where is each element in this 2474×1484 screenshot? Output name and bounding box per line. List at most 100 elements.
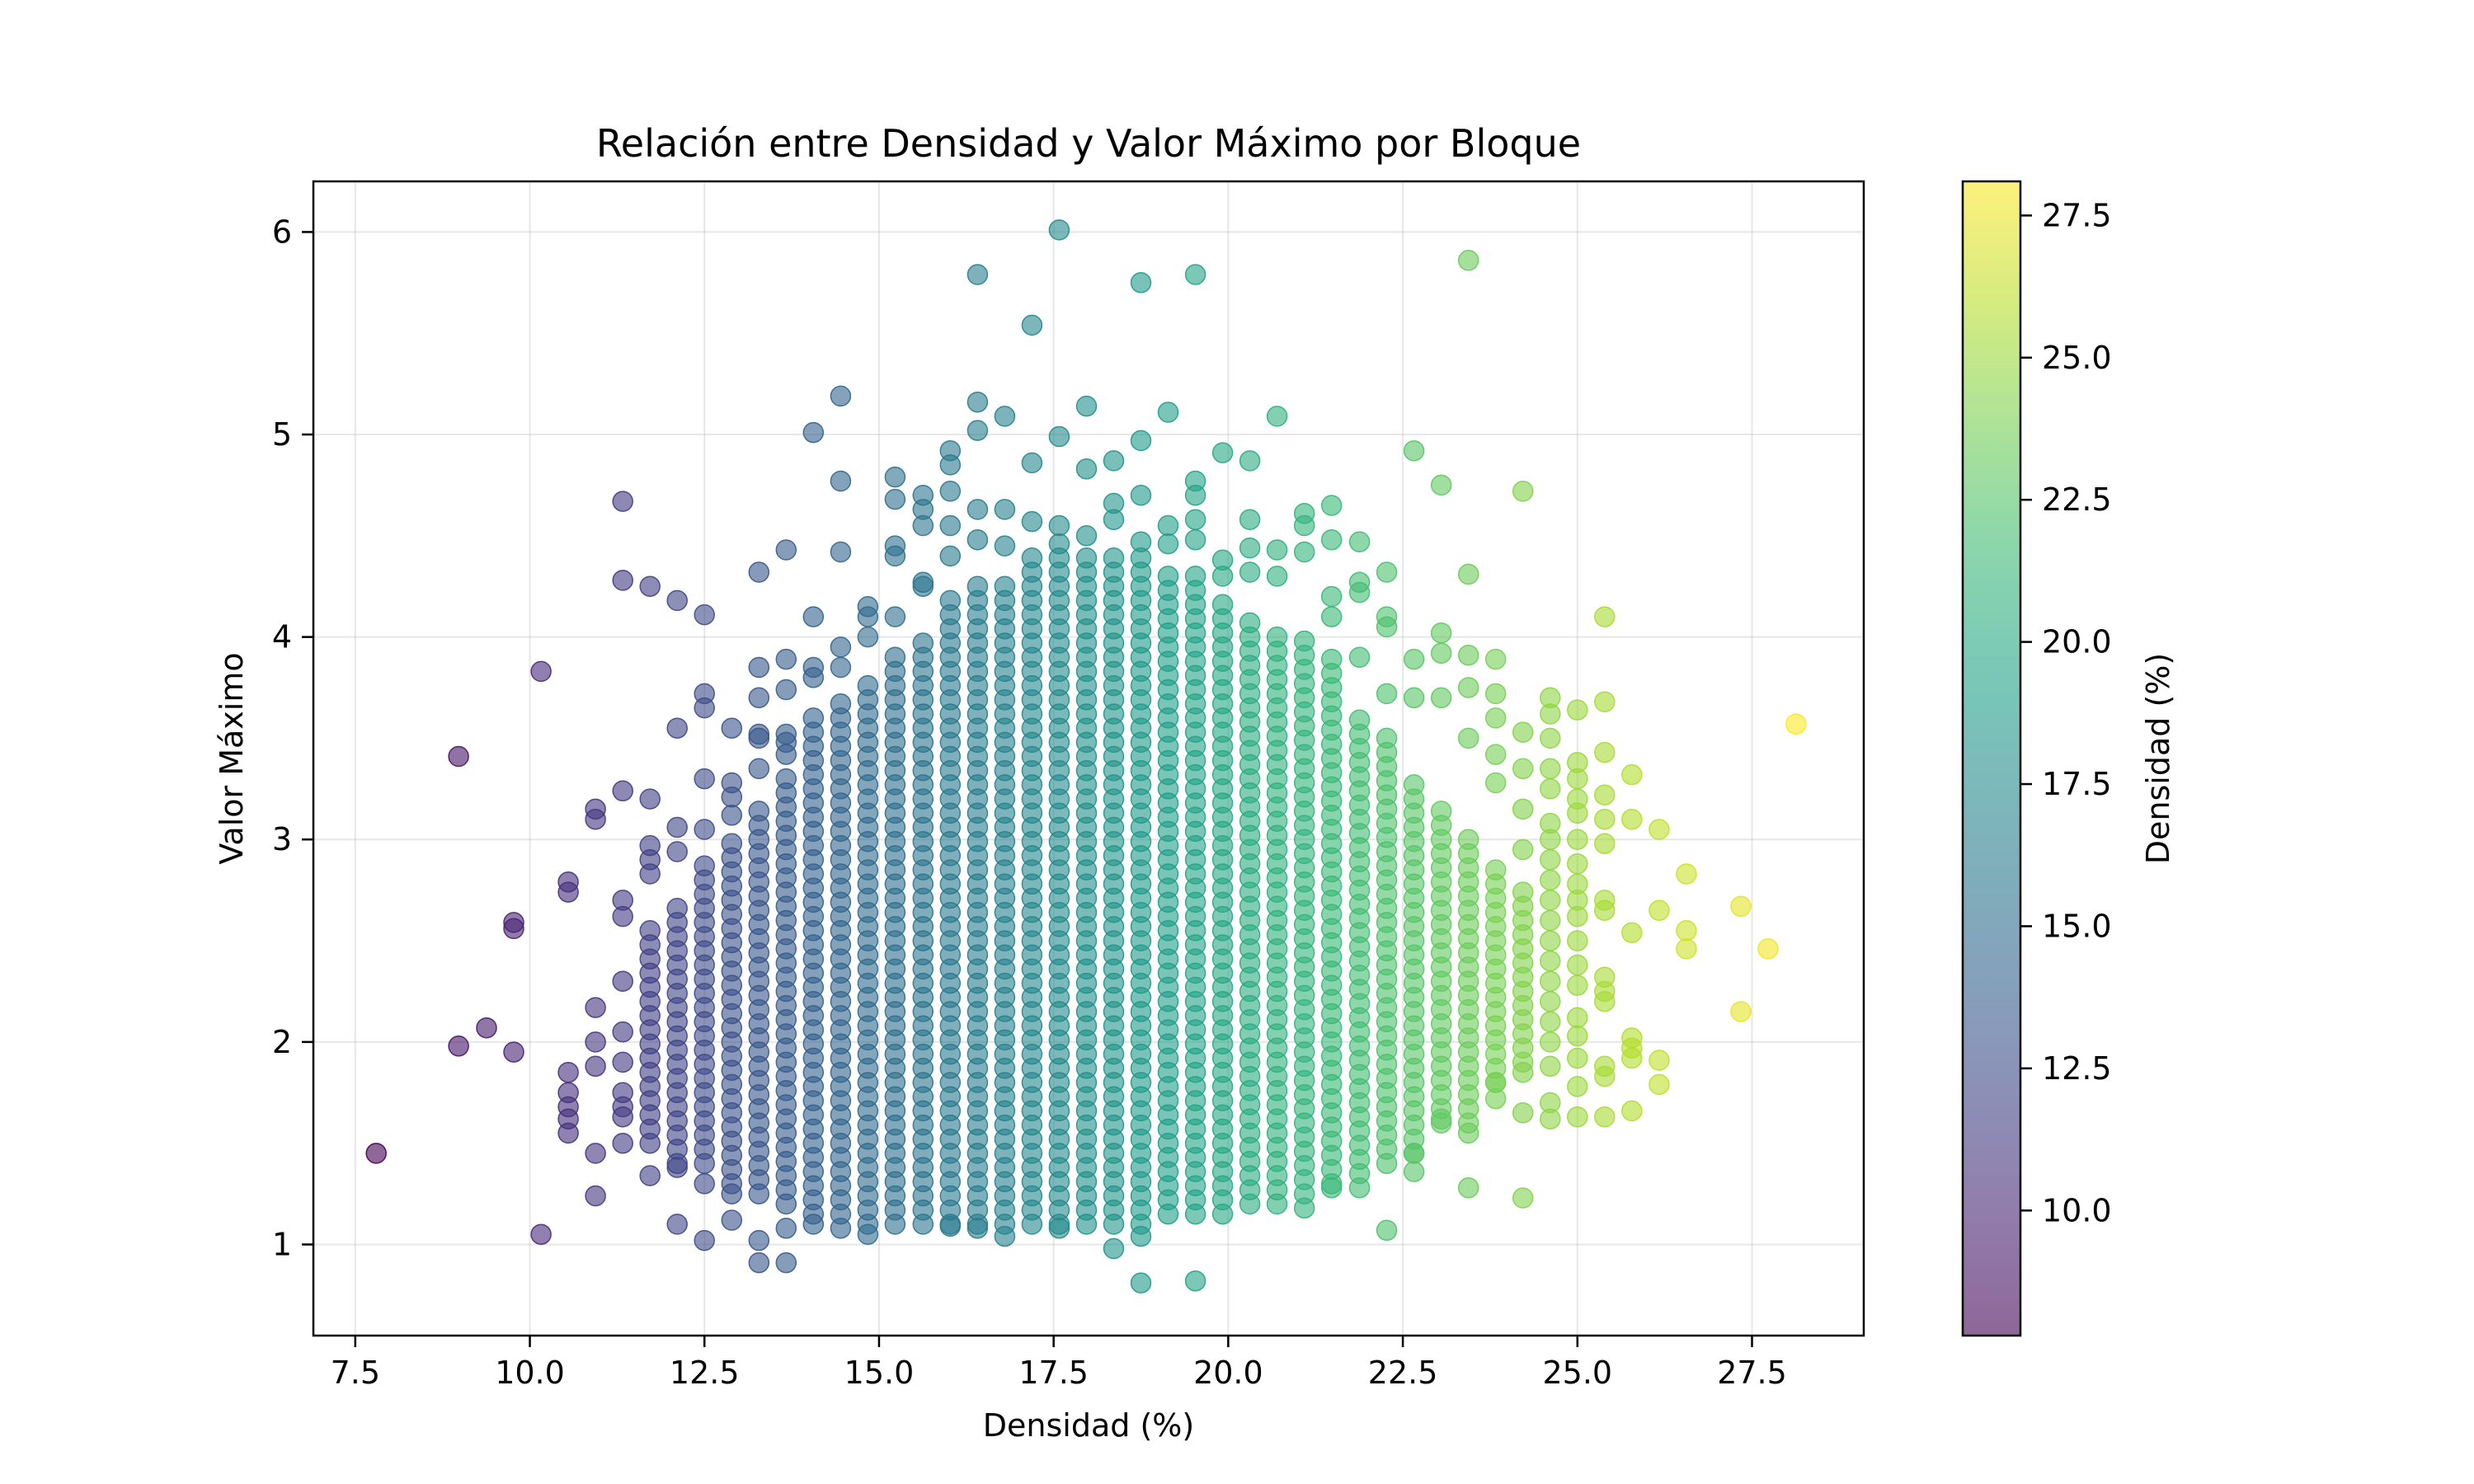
data-point	[1594, 808, 1616, 830]
data-point	[775, 744, 797, 765]
data-point	[1320, 585, 1343, 608]
data-point	[802, 421, 825, 444]
y-axis-label: Valor Máximo	[214, 652, 250, 864]
data-point	[639, 863, 661, 885]
data-point	[1540, 1108, 1561, 1129]
colorbar-tick-label: 12.5	[2042, 1050, 2112, 1087]
data-point	[1430, 474, 1452, 496]
data-point	[1430, 642, 1452, 665]
data-point	[967, 499, 989, 520]
x-tick-label: 25.0	[1542, 1355, 1612, 1391]
data-point	[802, 606, 825, 627]
data-point	[1594, 606, 1616, 627]
x-axis-label: Densidad (%)	[983, 1407, 1194, 1444]
data-point	[830, 656, 852, 679]
data-point	[1239, 561, 1261, 583]
data-point	[1457, 563, 1479, 585]
data-point	[585, 808, 606, 830]
data-point	[1594, 990, 1616, 1012]
data-point	[830, 693, 852, 715]
data-point	[1239, 612, 1261, 634]
data-point	[639, 575, 661, 597]
data-point	[1730, 1001, 1752, 1022]
data-point	[612, 970, 633, 992]
data-point	[1484, 1087, 1507, 1110]
data-point	[912, 575, 934, 597]
data-point	[1266, 626, 1288, 648]
data-point	[939, 454, 962, 476]
data-point	[830, 385, 852, 407]
data-point	[967, 391, 989, 413]
data-point	[1567, 1025, 1588, 1047]
data-point	[1540, 758, 1561, 780]
data-point	[694, 1229, 715, 1252]
data-point	[1567, 699, 1588, 721]
data-point	[612, 780, 633, 802]
data-point	[1457, 727, 1479, 749]
data-point	[967, 575, 989, 597]
data-point	[1266, 406, 1288, 427]
data-point	[585, 1185, 606, 1207]
data-point	[1540, 703, 1561, 725]
data-point	[1211, 566, 1234, 587]
data-point	[1021, 547, 1043, 569]
data-point	[884, 545, 906, 567]
data-point	[1293, 514, 1315, 537]
colorbar-tick-label: 10.0	[2042, 1192, 2112, 1228]
y-axis: 1 2 3 4 5 6	[272, 214, 313, 1262]
data-point	[1348, 581, 1371, 603]
data-point	[694, 768, 715, 790]
data-point	[585, 1143, 606, 1164]
data-point	[1048, 533, 1070, 555]
data-point	[748, 758, 770, 780]
data-point	[1376, 683, 1398, 705]
chart-title: Relación entre Densidad y Valor Máximo p…	[596, 121, 1581, 166]
data-point	[666, 898, 688, 919]
data-point	[1567, 1007, 1588, 1029]
data-point	[939, 1215, 962, 1237]
data-point	[612, 905, 633, 928]
data-point	[1239, 537, 1261, 559]
data-point	[939, 481, 962, 502]
data-point	[967, 420, 989, 441]
data-point	[721, 717, 743, 739]
data-point	[1594, 741, 1616, 763]
x-tick-label: 12.5	[670, 1355, 740, 1391]
data-point	[1594, 691, 1616, 712]
data-point	[1348, 709, 1371, 731]
data-point	[967, 264, 989, 285]
data-point	[1075, 395, 1098, 417]
data-point	[1484, 772, 1507, 794]
data-point	[1540, 778, 1561, 800]
data-point	[1540, 890, 1561, 911]
data-point	[748, 1229, 770, 1252]
data-point	[1403, 687, 1425, 709]
data-point	[912, 514, 934, 537]
data-point	[1130, 1272, 1152, 1294]
data-point	[1184, 1270, 1206, 1292]
data-point	[365, 1143, 387, 1164]
data-point	[476, 1017, 497, 1039]
data-point	[994, 535, 1016, 556]
data-point	[912, 632, 934, 654]
y-tick-label: 2	[272, 1024, 292, 1060]
y-tick-label: 1	[272, 1226, 292, 1262]
data-point	[1430, 1108, 1452, 1129]
data-point	[1320, 528, 1343, 551]
data-point	[1376, 1219, 1398, 1242]
x-tick-label: 20.0	[1193, 1355, 1263, 1391]
data-point	[1430, 687, 1452, 709]
data-point	[748, 656, 770, 679]
data-point	[1348, 531, 1371, 552]
data-point	[994, 499, 1016, 520]
data-point	[1103, 547, 1125, 569]
data-point	[1567, 954, 1588, 976]
data-point	[1512, 1061, 1534, 1083]
data-point	[666, 1214, 688, 1235]
data-point	[1075, 458, 1098, 480]
data-points	[365, 219, 1807, 1294]
data-point	[994, 406, 1016, 427]
data-point	[721, 1183, 743, 1205]
y-tick-label: 3	[272, 821, 292, 857]
data-point	[884, 606, 906, 627]
